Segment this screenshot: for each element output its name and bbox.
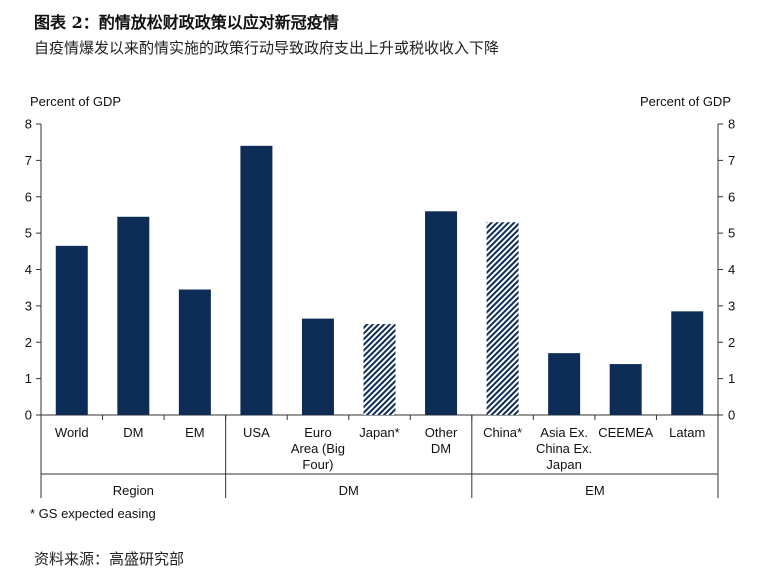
y-tick-label-right: 6 bbox=[728, 189, 735, 204]
y-tick-label-right: 3 bbox=[728, 298, 735, 313]
bar bbox=[671, 311, 704, 415]
y-axis-label-right: Percent of GDP bbox=[640, 94, 731, 109]
y-axis-label-left: Percent of GDP bbox=[30, 94, 121, 109]
y-tick-label-left: 3 bbox=[25, 298, 32, 313]
bar bbox=[117, 216, 150, 415]
y-tick-label-right: 1 bbox=[728, 371, 735, 386]
group-label: EM bbox=[585, 483, 605, 498]
bar bbox=[425, 211, 458, 415]
x-tick-labels: World DM EM USA Euro Area (Big Four) Japan* Othe… bbox=[55, 425, 705, 472]
group-label: DM bbox=[339, 483, 359, 498]
y-tick-label-right: 0 bbox=[728, 408, 735, 423]
bar bbox=[178, 289, 211, 415]
chart-subtitle: 自疫情爆发以来酌情实施的政策行动导致政府支出上升或税收收入下降 bbox=[34, 39, 500, 57]
x-tick-label: Latam bbox=[669, 425, 705, 440]
bar bbox=[301, 318, 334, 415]
footnote: * GS expected easing bbox=[30, 506, 156, 521]
bar bbox=[609, 364, 642, 415]
y-tick-label-right: 5 bbox=[728, 226, 735, 241]
group-label: Region bbox=[113, 483, 154, 498]
bar-chart: Percent of GDP Percent of GDP 0 0 1 1 2 2 3 3 4 4… bbox=[25, 94, 735, 498]
y-tick-label-right: 2 bbox=[728, 335, 735, 350]
bar bbox=[486, 222, 519, 415]
y-tick-label-right: 8 bbox=[728, 117, 735, 132]
y-tick-label-left: 6 bbox=[25, 189, 32, 204]
y-tick-label-left: 7 bbox=[25, 153, 32, 168]
y-tick-label-right: 7 bbox=[728, 153, 735, 168]
bar bbox=[363, 324, 396, 415]
x-tick-label: CEEMEA bbox=[598, 425, 653, 440]
source-note: 资料来源：高盛研究部 bbox=[34, 550, 185, 568]
y-tick-label-left: 5 bbox=[25, 226, 32, 241]
y-tick-label-right: 4 bbox=[728, 262, 735, 277]
x-tick-label: Asia Ex. China Ex. Japan bbox=[536, 425, 592, 472]
y-tick-label-left: 0 bbox=[25, 408, 32, 423]
bar bbox=[55, 245, 88, 415]
x-tick-label: Other DM bbox=[425, 425, 458, 456]
group-labels: Region DM EM bbox=[41, 415, 718, 498]
x-tick-label: EM bbox=[185, 425, 205, 440]
bar bbox=[548, 353, 581, 415]
y-tick-label-left: 4 bbox=[25, 262, 32, 277]
y-tick-label-left: 8 bbox=[25, 117, 32, 132]
x-tick-label: Euro Area (Big Four) bbox=[291, 425, 345, 472]
y-tick-label-left: 1 bbox=[25, 371, 32, 386]
x-tick-label: DM bbox=[123, 425, 143, 440]
chart-title: 图表 2：酌情放松财政政策以应对新冠疫情 bbox=[34, 13, 339, 32]
x-tick-label: Japan* bbox=[359, 425, 399, 440]
y-tick-label-left: 2 bbox=[25, 335, 32, 350]
x-tick-label: World bbox=[55, 425, 89, 440]
bar bbox=[240, 145, 273, 415]
x-tick-label: China* bbox=[483, 425, 522, 440]
axes: 0 0 1 1 2 2 3 3 4 4 5 5 6 6 7 7 8 8 bbox=[25, 117, 735, 498]
bars bbox=[55, 145, 704, 415]
x-tick-label: USA bbox=[243, 425, 270, 440]
